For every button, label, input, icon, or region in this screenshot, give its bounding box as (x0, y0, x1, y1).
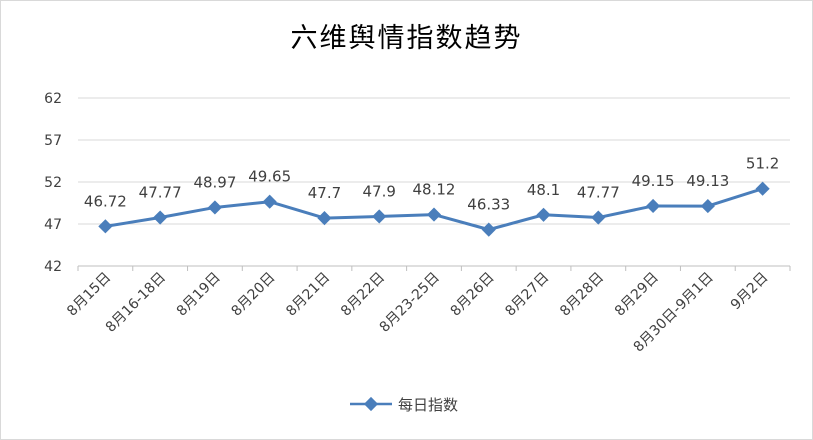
data-point (317, 211, 332, 226)
x-tick-label: 8月28日 (557, 270, 607, 320)
data-point (591, 210, 606, 225)
data-point (536, 207, 551, 222)
x-tick-label: 8月20日 (229, 270, 279, 320)
y-tick-label: 62 (44, 91, 62, 107)
x-tick-label: 9月2日 (728, 270, 772, 314)
gridlines (78, 97, 790, 225)
legend: 每日指数 (350, 394, 458, 414)
data-point (700, 199, 715, 214)
data-point (372, 209, 387, 224)
data-label: 51.2 (746, 155, 779, 173)
y-tick-label: 52 (44, 175, 62, 191)
data-label: 47.7 (308, 184, 341, 202)
x-tick-label: 8月29日 (612, 270, 662, 320)
x-tick-label: 8月27日 (502, 270, 552, 320)
data-label: 48.97 (193, 173, 236, 191)
x-tick-label: 8月22日 (338, 270, 388, 320)
x-tick-label: 8月15日 (64, 270, 114, 320)
data-label: 48.1 (527, 181, 560, 199)
data-point (426, 207, 442, 222)
y-tick-label: 42 (44, 259, 62, 275)
data-point (98, 219, 113, 234)
data-point (153, 210, 168, 225)
data-point (262, 194, 277, 209)
chart-title: 六维舆情指数趋势 (290, 23, 523, 54)
data-point (481, 222, 496, 237)
x-tick-label: 8月21日 (283, 270, 333, 320)
data-point (646, 198, 661, 214)
data-label: 49.15 (632, 172, 675, 190)
data-label: 49.13 (686, 172, 729, 190)
data-label: 47.77 (139, 184, 182, 202)
y-tick-label: 57 (44, 133, 62, 149)
data-labels: 46.72 47.77 48.97 49.65 47.7 47.9 48.12 46.33 48… (84, 155, 779, 214)
data-label: 46.33 (467, 196, 510, 214)
legend-label: 每日指数 (398, 395, 459, 414)
legend-marker-icon (350, 396, 392, 412)
x-tick-label: 8月26日 (448, 270, 498, 320)
data-point (207, 200, 222, 215)
data-label: 47.9 (363, 182, 396, 200)
data-label: 49.65 (248, 168, 291, 186)
x-tick-label: 8月19日 (174, 270, 224, 320)
data-point (755, 181, 770, 196)
data-label: 46.72 (84, 192, 127, 210)
y-tick-label: 47 (44, 217, 62, 233)
data-label: 48.12 (413, 181, 456, 199)
data-label: 47.77 (577, 184, 620, 202)
